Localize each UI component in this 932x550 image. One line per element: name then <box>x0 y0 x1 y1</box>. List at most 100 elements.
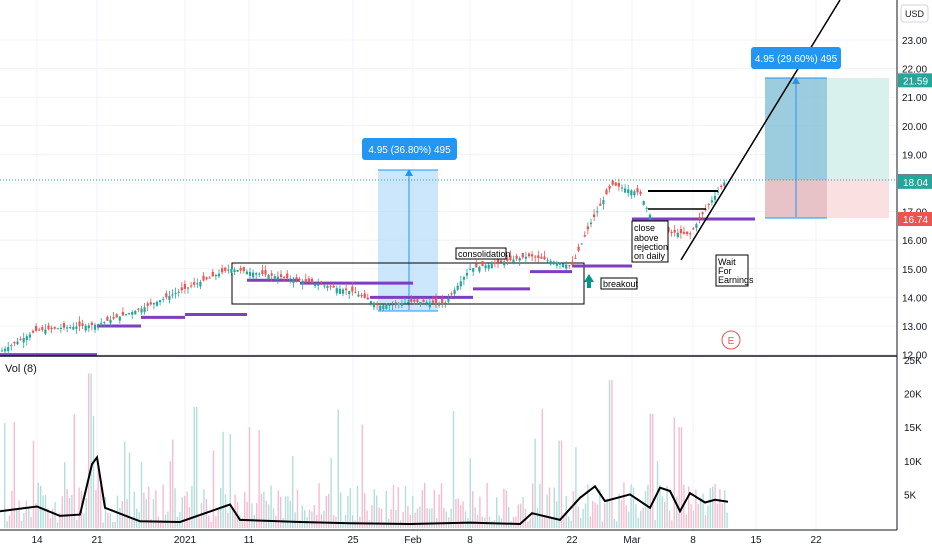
volume-bar <box>263 491 265 528</box>
volume-bar <box>13 421 15 528</box>
time-tick-label: 8 <box>467 535 473 546</box>
candle-body <box>149 302 152 305</box>
volume-bar <box>508 507 510 528</box>
candle-body <box>496 258 500 263</box>
candle-body <box>515 255 518 259</box>
candle-body <box>639 191 642 195</box>
volume-bar <box>251 503 253 528</box>
volume-bar <box>104 497 107 528</box>
volume-bar <box>198 517 200 528</box>
close-note[interactable]: close above rejection on daily <box>631 220 669 263</box>
trend-line[interactable] <box>680 0 841 261</box>
volume-bar <box>184 495 186 528</box>
candle-body <box>710 200 713 203</box>
candle-body <box>72 326 75 330</box>
volume-bar <box>371 505 373 528</box>
volume-bar <box>587 484 589 528</box>
volume-bar <box>28 507 30 528</box>
volume-bar <box>23 512 25 528</box>
volume-tick-label: 20K <box>904 390 922 401</box>
volume-bar <box>344 514 347 528</box>
position-measure-arrowhead <box>792 77 800 84</box>
candle-body <box>233 269 236 273</box>
candle-body <box>465 272 469 276</box>
close-note-line-4: on daily <box>634 251 666 261</box>
volume-bar <box>541 408 543 528</box>
earnings-marker-text: E <box>728 336 735 347</box>
volume-bar <box>229 433 231 528</box>
candle-body <box>391 304 394 306</box>
candle-body <box>589 222 593 225</box>
volume-bar <box>685 514 687 528</box>
candle-body <box>670 231 673 233</box>
volume-bar <box>61 496 63 528</box>
volume-bar <box>169 461 171 528</box>
volume-bar <box>131 518 133 528</box>
breakout-note[interactable]: breakout <box>600 277 639 290</box>
volume-bar <box>356 485 359 528</box>
candle-body <box>574 257 577 259</box>
volume-bar <box>49 518 51 528</box>
candle-body <box>481 261 484 267</box>
target-zone-light[interactable] <box>827 78 889 180</box>
volume-bar <box>503 488 505 528</box>
candle-body <box>366 297 369 300</box>
earnings-marker[interactable]: E <box>721 330 741 350</box>
candle-body <box>698 217 701 220</box>
volume-bar <box>472 491 474 528</box>
candle-body <box>47 325 50 330</box>
breakout-arrow[interactable] <box>584 274 594 288</box>
volume-bar <box>193 407 195 528</box>
candle-body <box>335 288 338 294</box>
time-tick-label: 11 <box>244 535 255 546</box>
candle-body <box>537 255 540 258</box>
candle-body <box>431 300 434 303</box>
candle-body <box>217 273 221 277</box>
volume-bar <box>42 495 44 528</box>
candle-body <box>75 326 78 329</box>
candle-body <box>78 321 81 327</box>
candle-body <box>456 285 459 290</box>
stop-zone-light[interactable] <box>827 180 889 218</box>
time-axis-ticks[interactable]: 14 21 2021 11 25 Feb 8 22 Mar 8 15 22 <box>31 535 822 546</box>
volume-bar <box>256 503 258 528</box>
currency-badge[interactable]: USD <box>900 4 929 23</box>
candle-body <box>180 287 183 291</box>
volume-label: Vol (8) <box>5 363 37 375</box>
currency-label: USD <box>905 9 925 19</box>
volume-bar <box>568 516 570 528</box>
volume-bar <box>635 504 637 528</box>
volume-bar <box>592 500 594 528</box>
volume-bar <box>726 512 728 528</box>
volume-bar <box>181 497 183 528</box>
volume-bar <box>349 488 351 528</box>
measure-box-1[interactable] <box>378 170 438 311</box>
volume-bar <box>421 490 423 528</box>
candle-body <box>28 334 31 338</box>
volume-bar <box>287 496 289 528</box>
volume-bar <box>44 495 47 528</box>
volume-bar <box>73 414 75 528</box>
candle-body <box>162 298 165 300</box>
volume-axis-ticks[interactable]: 25K 20K 15K 10K 5K <box>904 356 922 501</box>
candle-body <box>527 253 531 257</box>
volume-bar <box>625 505 627 528</box>
volume-bar <box>332 515 335 528</box>
consolidation-note[interactable]: consolidation <box>455 247 511 260</box>
candle-body <box>382 305 385 310</box>
candle-body <box>329 286 332 288</box>
volume-bar <box>253 514 255 528</box>
volume-bar <box>397 487 399 528</box>
candle-body <box>549 260 552 265</box>
wait-note[interactable]: Wait For Earnings <box>715 254 754 287</box>
candle-body <box>7 346 10 352</box>
candle-body <box>376 304 379 306</box>
candle-body <box>35 325 38 331</box>
volume-bar <box>323 510 325 528</box>
volume-bar <box>227 512 229 528</box>
volume-bar <box>558 440 560 528</box>
consolidation-box[interactable] <box>231 262 585 305</box>
volume-bar <box>20 520 23 528</box>
volume-bar <box>340 492 342 528</box>
